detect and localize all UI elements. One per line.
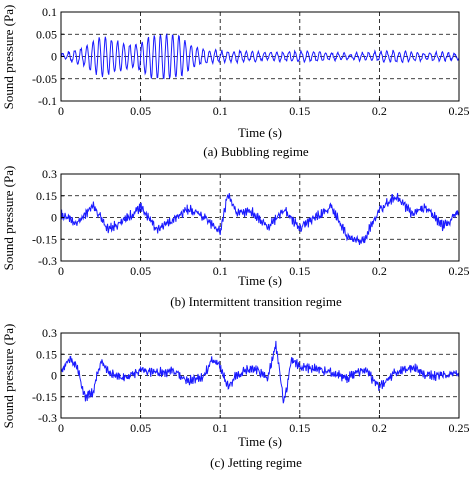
x-tick-label: 0.1 [213,104,228,118]
x-axis-label: Time (s) [238,434,282,449]
x-axis-label: Time (s) [238,125,282,140]
x-tick-label: 0 [58,421,64,435]
x-tick-label: 0.2 [372,104,387,118]
y-tick-label: 0.1 [42,5,57,19]
panel-caption: (c) Jetting regime [210,455,302,470]
panel-caption: (b) Intermittent transition regime [170,294,342,309]
y-tick-label: -0.3 [38,254,57,268]
y-tick-label: 0 [51,50,57,64]
panel-b: 0 0.05 0.1 0.15 0.2 0.25 0.3 0.15 0 -0.15 -0.3 Time… [1,166,470,309]
y-tick-label: -0.3 [38,411,57,425]
y-tick-label: 0.05 [36,27,57,41]
x-tick-label: 0 [58,264,64,278]
y-tick-label: -0.15 [32,232,57,246]
x-tick-label: 0.1 [213,421,228,435]
y-tick-label: 0.3 [42,326,57,340]
y-tick-label: 0 [51,211,57,225]
y-tick-label: -0.05 [32,72,57,86]
panel-c: 0 0.05 0.1 0.15 0.2 0.25 0.3 0.15 0 -0.15 -0.3 Time… [1,324,470,470]
y-axis-label: Sound pressure (Pa) [1,5,16,110]
panel-a: 0 0.05 0.1 0.15 0.2 0.25 0.1 0.05 0 -0.05 -0.1 Time… [1,5,470,159]
y-tick-label: 0.15 [36,189,57,203]
x-tick-label: 0.2 [372,421,387,435]
y-axis-label: Sound pressure (Pa) [1,324,16,429]
x-tick-label: 0.15 [289,104,310,118]
signal-line [60,32,460,80]
y-tick-label: 0.3 [42,167,57,181]
x-tick-label: 0.25 [449,421,470,435]
x-tick-label: 0.05 [130,104,151,118]
x-tick-label: 0.25 [449,104,470,118]
x-tick-label: 0.25 [449,264,470,278]
x-tick-label: 0.05 [130,421,151,435]
x-tick-label: 0.15 [289,264,310,278]
y-tick-label: -0.15 [32,390,57,404]
x-tick-label: 0.05 [130,264,151,278]
x-axis-label: Time (s) [238,273,282,288]
signal-line [60,192,460,246]
x-tick-label: 0.15 [289,421,310,435]
x-tick-label: 0.2 [372,264,387,278]
y-tick-label: -0.1 [38,94,57,108]
y-axis-label: Sound pressure (Pa) [1,166,16,271]
x-tick-label: 0.1 [213,264,228,278]
panel-caption: (a) Bubbling regime [203,144,309,159]
signal-line [60,340,460,404]
y-tick-label: 0 [51,369,57,383]
x-tick-label: 0 [58,104,64,118]
y-tick-label: 0.15 [36,347,57,361]
